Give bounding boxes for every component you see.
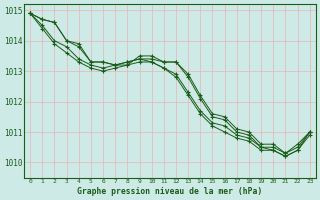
X-axis label: Graphe pression niveau de la mer (hPa): Graphe pression niveau de la mer (hPa) bbox=[77, 187, 263, 196]
